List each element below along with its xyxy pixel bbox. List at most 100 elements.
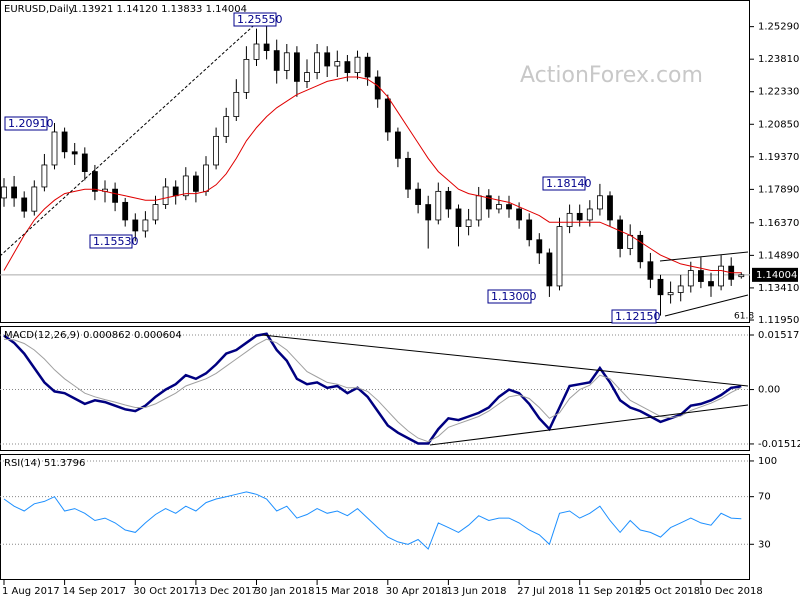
candle-body xyxy=(435,190,442,221)
candle-body xyxy=(112,188,118,203)
candle-body xyxy=(31,186,38,212)
y-tick-label: 0.015178 xyxy=(758,330,800,341)
candle-body xyxy=(223,116,230,137)
candle-body xyxy=(597,195,603,210)
candle-body xyxy=(354,56,361,73)
indicator-line xyxy=(3,491,742,550)
candle-body xyxy=(243,59,250,93)
candle-body xyxy=(364,56,371,78)
annotation: 1.20910 xyxy=(8,117,54,130)
macd-title: MACD(12,26,9) 0.000862 0.000604 xyxy=(4,330,182,341)
candle-body xyxy=(425,204,432,221)
x-tick-label: 13 Jun 2018 xyxy=(446,586,506,597)
x-tick-label: 10 Dec 2018 xyxy=(699,586,763,597)
annotation-box xyxy=(233,12,277,27)
annotation: 1.13000 xyxy=(491,290,537,303)
candle-body xyxy=(657,278,664,296)
candle-body xyxy=(61,131,68,153)
candle-body xyxy=(152,204,159,221)
candle-body xyxy=(233,91,240,117)
candle-body xyxy=(324,52,331,67)
candle-body xyxy=(182,175,189,197)
candle-body xyxy=(192,175,199,192)
candle-body xyxy=(253,43,260,60)
candle-body xyxy=(586,208,593,221)
x-tick-label: 14 Sep 2017 xyxy=(63,586,126,597)
x-tick-label: 11 Sep 2018 xyxy=(578,586,641,597)
annotation-box xyxy=(611,309,657,324)
candle-body xyxy=(283,52,290,71)
candle-body xyxy=(536,239,543,254)
candle-body xyxy=(314,52,321,73)
candle-body xyxy=(475,195,482,221)
annotation-box xyxy=(542,176,586,191)
y-tick-label: 1.25290 xyxy=(758,22,799,33)
candle-body xyxy=(334,61,341,67)
annotation-box xyxy=(4,116,48,131)
candle-body xyxy=(627,234,634,249)
annotation: 1.18140 xyxy=(546,177,592,190)
candle-body xyxy=(738,274,745,278)
candle-body xyxy=(677,285,684,293)
macd-trend-lower xyxy=(429,404,749,446)
candle-body xyxy=(687,270,694,287)
candle-body xyxy=(617,219,623,249)
candle-body xyxy=(516,208,522,221)
y-tick-label: 1.19370 xyxy=(758,152,799,163)
y-tick-label: 100 xyxy=(758,456,777,467)
candle-body xyxy=(506,204,512,210)
annotation: 1.15530 xyxy=(93,235,139,248)
price-tag-label: 1.14004 xyxy=(756,270,797,281)
y-tick-label: 1.22330 xyxy=(758,87,799,98)
candle-body xyxy=(263,43,270,52)
price-tag xyxy=(752,267,798,282)
triangle-upper xyxy=(659,251,749,262)
price-panel-border xyxy=(0,0,750,323)
y-tick-label: 30 xyxy=(758,539,771,550)
candle-body xyxy=(122,201,129,221)
candle-body xyxy=(81,153,88,172)
candle-body xyxy=(556,226,563,287)
candle-body xyxy=(344,61,351,73)
annotation-box xyxy=(487,289,532,304)
candle-body xyxy=(485,195,492,210)
candle-body xyxy=(667,292,674,296)
candle-body xyxy=(142,219,149,232)
y-tick-label: 1.23810 xyxy=(758,54,799,65)
candle-body xyxy=(1,186,7,199)
x-tick-label: 1 Aug 2017 xyxy=(2,586,60,597)
y-tick-label: 1.13410 xyxy=(758,283,799,294)
candle-body xyxy=(698,270,704,282)
x-tick-label: 13 Dec 2017 xyxy=(194,586,258,597)
chart-title: EURUSD,Daily xyxy=(4,4,75,15)
annotation-box xyxy=(89,234,133,249)
triangle-lower xyxy=(664,294,749,317)
candle-body xyxy=(71,151,78,155)
candle-body xyxy=(637,234,644,263)
candle-body xyxy=(566,212,573,227)
candle-body xyxy=(576,212,583,221)
candle-body xyxy=(394,131,401,159)
y-tick-label: 1.17890 xyxy=(758,184,799,195)
y-tick-label: 70 xyxy=(758,492,771,503)
x-tick-label: 25 Oct 2018 xyxy=(638,586,700,597)
candle-body xyxy=(718,265,724,287)
candle-body xyxy=(546,252,553,287)
macd-trend-upper xyxy=(261,334,749,387)
candle-body xyxy=(304,72,310,82)
candle-body xyxy=(647,261,654,280)
y-tick-label: 1.20850 xyxy=(758,119,799,130)
candle-body xyxy=(526,219,533,241)
annotation: 1.25550 xyxy=(237,13,283,26)
x-tick-label: 30 Oct 2017 xyxy=(133,586,195,597)
watermark: ActionForex.com xyxy=(520,63,703,88)
candle-body xyxy=(21,197,28,212)
candle-body xyxy=(203,164,209,192)
candle-body xyxy=(445,190,452,210)
x-tick-label: 30 Apr 2018 xyxy=(386,586,448,597)
y-tick-label: 1.16370 xyxy=(758,218,799,229)
candle-body xyxy=(172,186,179,197)
candle-body xyxy=(11,186,18,199)
candle-body xyxy=(273,50,280,71)
